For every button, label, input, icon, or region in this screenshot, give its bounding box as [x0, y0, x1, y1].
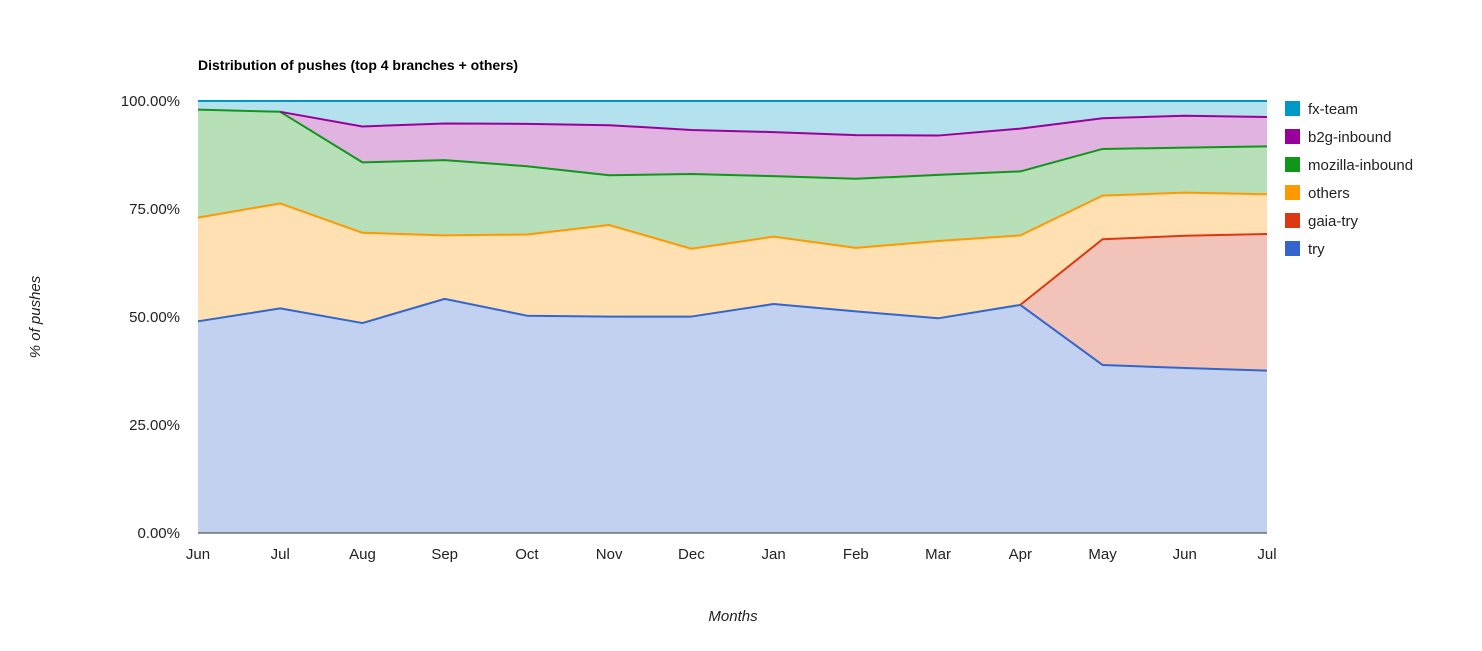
y-axis-ticks: 0.00% 25.00% 50.00% 75.00% 100.00%	[121, 93, 180, 542]
x-tick-label: Dec	[678, 546, 705, 563]
legend-item-gaia-try[interactable]: gaia-try	[1285, 213, 1359, 230]
x-tick-label: Apr	[1009, 546, 1032, 563]
series-lines	[197, 100, 1268, 372]
y-tick-label: 0.00%	[137, 525, 180, 542]
area-others	[198, 192, 1267, 324]
legend-swatch	[1285, 129, 1300, 144]
area-try	[198, 298, 1267, 533]
line-try	[197, 297, 1268, 372]
legend-item-b2g-inbound[interactable]: b2g-inbound	[1285, 129, 1391, 146]
legend-item-fx-team[interactable]: fx-team	[1285, 101, 1358, 118]
legend-label: mozilla-inbound	[1308, 157, 1413, 174]
x-axis-label: Months	[708, 608, 758, 625]
legend-item-try[interactable]: try	[1285, 241, 1325, 258]
legend-label: b2g-inbound	[1308, 129, 1391, 146]
legend-label: try	[1308, 241, 1325, 258]
legend-swatch	[1285, 241, 1300, 256]
legend: fx-team b2g-inbound mozilla-inbound others g…	[1285, 101, 1413, 258]
x-tick-label: Jun	[186, 546, 210, 563]
area-fx-team	[198, 101, 1267, 136]
x-tick-label: Nov	[596, 546, 623, 563]
y-tick-label: 100.00%	[121, 93, 180, 110]
y-tick-label: 50.00%	[129, 309, 180, 326]
x-tick-label: May	[1088, 546, 1117, 563]
y-tick-label: 75.00%	[129, 201, 180, 218]
x-axis-ticks: Jun Jul Aug Sep Oct Nov Dec Jan Feb Mar Apr May Jun J…	[186, 546, 1277, 563]
legend-item-others[interactable]: others	[1285, 185, 1350, 202]
x-tick-label: Feb	[843, 546, 869, 563]
legend-label: fx-team	[1308, 101, 1358, 118]
series-areas	[198, 101, 1267, 533]
line-others	[197, 191, 1268, 250]
line-b2g-inbound	[280, 110, 1268, 137]
legend-swatch	[1285, 157, 1300, 172]
y-axis-label: % of pushes	[27, 275, 44, 358]
area-mozilla-inbound	[198, 109, 1267, 249]
legend-swatch	[1285, 213, 1300, 228]
x-tick-label: Mar	[925, 546, 951, 563]
legend-label: gaia-try	[1308, 213, 1359, 230]
legend-swatch	[1285, 185, 1300, 200]
legend-item-mozilla-inbound[interactable]: mozilla-inbound	[1285, 157, 1413, 174]
chart-title: Distribution of pushes (top 4 branches +…	[198, 57, 518, 73]
x-tick-label: Jul	[1257, 546, 1276, 563]
line-gaia-try	[1019, 233, 1268, 306]
x-tick-label: Sep	[431, 546, 458, 563]
x-tick-label: Oct	[515, 546, 539, 563]
x-tick-label: Jul	[271, 546, 290, 563]
legend-label: others	[1308, 185, 1350, 202]
area-gaia-try	[198, 234, 1267, 371]
x-tick-label: Jun	[1173, 546, 1197, 563]
y-tick-label: 25.00%	[129, 417, 180, 434]
legend-swatch	[1285, 101, 1300, 116]
x-tick-label: Aug	[349, 546, 376, 563]
x-tick-label: Jan	[762, 546, 786, 563]
line-mozilla-inbound	[197, 108, 1268, 180]
